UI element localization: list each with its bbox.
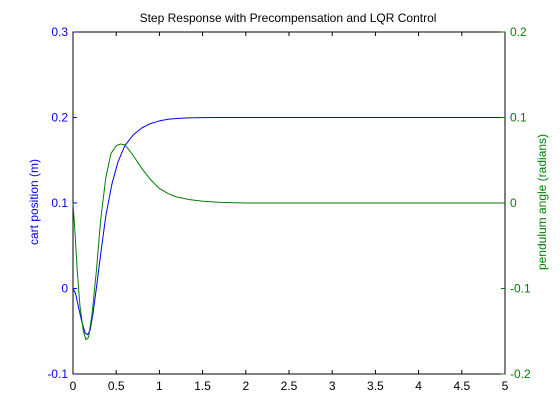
x-tick-label: 2.5 <box>281 379 298 393</box>
x-tick-label: 3.5 <box>367 379 384 393</box>
x-tick-label: 1.5 <box>194 379 211 393</box>
x-tick-label: 0.5 <box>108 379 125 393</box>
right-tick-label: -0.2 <box>510 367 531 381</box>
x-tick-label: 5 <box>502 379 509 393</box>
left-tick-label: 0.1 <box>51 196 68 210</box>
right-tick-label: 0.1 <box>510 111 527 125</box>
left-tick-label: 0 <box>61 282 68 296</box>
right-axis-label: pendulum angle (radians) <box>535 134 549 270</box>
left-axis-label: cart position (m) <box>27 159 41 245</box>
right-tick-label: 0.2 <box>510 25 527 39</box>
right-tick-label: 0 <box>510 196 517 210</box>
x-tick-label: 4.5 <box>453 379 470 393</box>
chart-title: Step Response with Precompensation and L… <box>140 11 437 25</box>
right-tick-label: -0.1 <box>510 282 531 296</box>
x-tick-label: 0 <box>70 379 77 393</box>
x-tick-label: 4 <box>415 379 422 393</box>
left-tick-label: 0.3 <box>51 25 68 39</box>
x-tick-label: 1 <box>156 379 163 393</box>
x-tick-label: 3 <box>329 379 336 393</box>
left-tick-label: 0.2 <box>51 111 68 125</box>
x-tick-label: 2 <box>242 379 249 393</box>
left-tick-label: -0.1 <box>47 367 68 381</box>
